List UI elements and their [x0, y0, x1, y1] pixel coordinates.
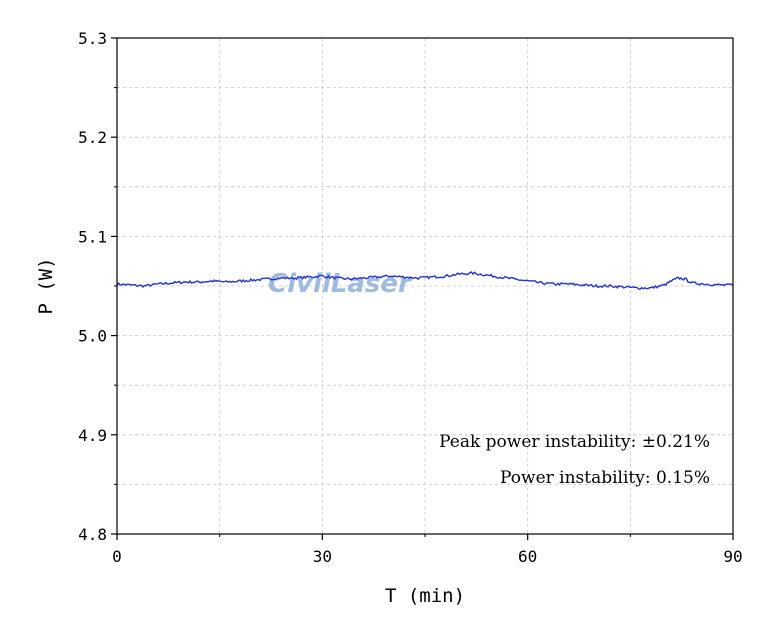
x-tick-label: 90: [723, 547, 742, 566]
y-tick-label: 4.8: [78, 525, 107, 544]
y-tick-label: 5.2: [78, 128, 107, 147]
axis-ticks: [111, 37, 734, 540]
x-axis-label: T (min): [385, 585, 465, 607]
grid: [117, 38, 733, 534]
watermark-logo: CivilLaser: [268, 269, 413, 299]
tick-labels: 0 30 60 90 4.8 4.9 5.0 5.1 5.2 5.3: [78, 29, 743, 566]
y-tick-label: 4.9: [78, 426, 107, 445]
annotation-peak-instability: Peak power instability: ±0.21%: [439, 432, 710, 452]
x-tick-label: 0: [112, 547, 122, 566]
y-tick-label: 5.0: [78, 327, 107, 346]
x-tick-label: 60: [518, 547, 537, 566]
power-series-line: [116, 271, 734, 290]
y-axis-label: P (W): [35, 257, 57, 314]
x-tick-label: 30: [313, 547, 332, 566]
y-tick-label: 5.1: [78, 227, 107, 246]
y-tick-label: 5.3: [78, 29, 107, 48]
annotation-power-instability: Power instability: 0.15%: [500, 468, 710, 488]
